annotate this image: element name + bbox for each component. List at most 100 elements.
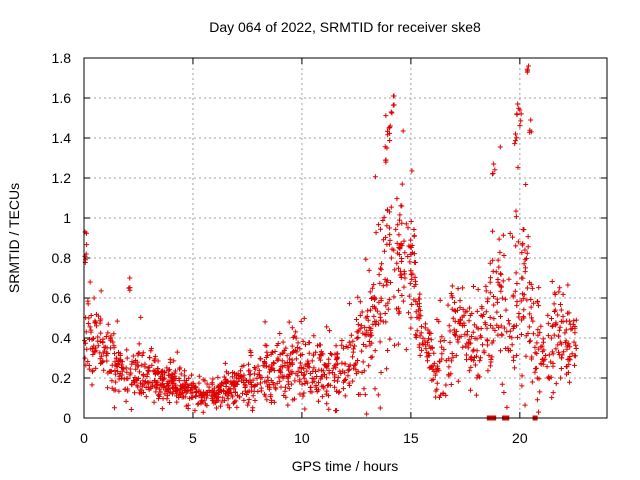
data-point [478,325,484,331]
data-point [172,368,178,374]
data-point [363,315,369,321]
data-point [383,234,389,240]
data-point [377,314,383,320]
data-point [451,327,457,333]
data-point [520,275,526,281]
data-point [250,393,256,399]
data-point [469,334,475,340]
data-point [394,306,400,312]
data-point [468,357,474,363]
plot-frame [83,57,608,419]
data-point [152,369,158,375]
data-point [378,370,384,376]
peak-point [512,131,518,137]
data-point [132,390,138,396]
data-point [463,352,469,358]
data-point [139,362,145,368]
data-point [310,352,316,358]
data-point [470,284,476,290]
x-tick-labels: 0 5 10 15 20 [80,430,528,446]
data-point [355,357,361,363]
data-point [245,402,251,408]
data-point [211,385,217,391]
data-point [360,342,366,348]
data-point [377,280,383,286]
data-point [525,244,531,250]
data-point [218,382,224,388]
data-point [269,349,275,355]
data-point [339,360,345,366]
data-point [270,380,276,386]
data-point [567,354,573,360]
data-point [487,315,493,321]
data-point [100,340,106,346]
data-point [88,346,94,352]
data-point [248,379,254,385]
data-point [419,347,425,353]
peak-point [528,117,534,123]
data-point [504,329,510,335]
data-point [114,364,120,370]
data-point [111,405,117,411]
data-point [504,404,510,410]
data-point [308,384,314,390]
data-point [531,300,537,306]
data-point [413,332,419,338]
data-point [464,357,470,363]
data-point [400,128,406,134]
data-point [376,299,382,305]
data-point [268,394,274,400]
data-point [384,241,390,247]
data-point [532,369,538,375]
data-point [155,379,161,385]
data-point [365,308,371,314]
data-point [499,332,505,338]
data-point [376,272,382,278]
data-point [265,374,271,380]
y-tick-label: 0.8 [52,250,72,266]
data-point [477,355,483,361]
peak-point [385,132,391,138]
data-point [211,389,217,395]
data-point [544,364,550,370]
data-point [372,348,378,354]
data-point [225,402,231,408]
data-point [490,228,496,234]
data-point [138,314,144,320]
data-point [529,285,535,291]
data-point [377,405,383,411]
data-point [246,361,252,367]
data-point [357,312,363,318]
data-point [346,339,352,345]
data-point [258,385,264,391]
data-point [288,381,294,387]
peak-point [512,138,518,144]
data-point [298,352,304,358]
data-point [307,370,313,376]
data-point [361,386,367,392]
data-point [281,392,287,398]
data-point [455,337,461,343]
data-point [254,381,260,387]
data-point [506,276,512,282]
data-point [156,391,162,397]
peak-point [524,66,530,72]
data-point [306,350,312,356]
data-point [353,371,359,377]
data-point [446,323,452,329]
data-point [359,309,365,315]
data-point [367,289,373,295]
data-point [322,372,328,378]
data-point [346,366,352,372]
data-point [374,308,380,314]
data-point [230,380,236,386]
data-point [540,336,546,342]
data-point [387,232,393,238]
data-point [555,312,561,318]
data-point [443,382,449,388]
data-point [453,353,459,359]
data-point [407,281,413,287]
data-point [105,385,111,391]
data-point [446,356,452,362]
data-point [422,342,428,348]
